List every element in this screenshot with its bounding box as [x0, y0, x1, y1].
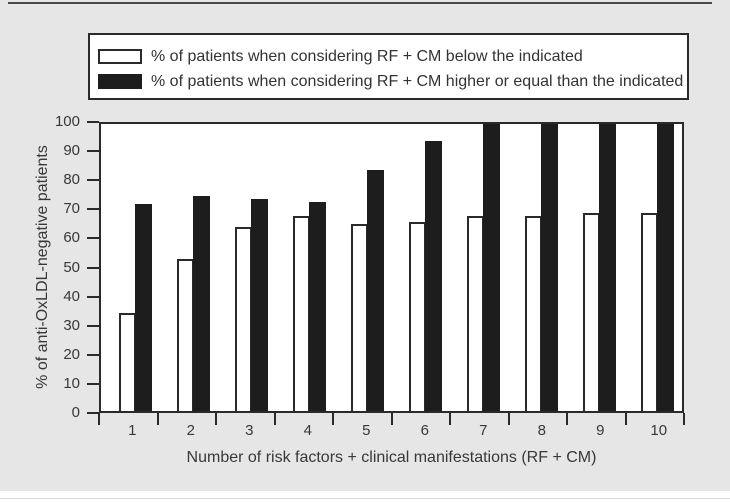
bar-below-10 — [641, 212, 659, 411]
bar-higher-equal-5 — [366, 169, 384, 411]
bar-group-5 — [338, 124, 396, 411]
legend-label: % of patients when considering RF + CM h… — [151, 72, 684, 90]
x-category-label: 1 — [128, 422, 137, 439]
bottom-border-line — [0, 498, 730, 499]
y-tick-label: 80 — [63, 171, 80, 189]
bar-group-10 — [629, 124, 687, 411]
y-tick — [87, 237, 99, 240]
bar-group-1 — [106, 124, 164, 411]
bar-higher-equal-6 — [425, 141, 443, 411]
x-axis-title: Number of risk factors + clinical manife… — [186, 449, 597, 466]
bar-higher-equal-1 — [134, 204, 152, 411]
x-category-label: 3 — [245, 422, 254, 439]
x-category-label: 2 — [186, 422, 195, 439]
bar-below-9 — [583, 212, 601, 411]
legend-swatch-white — [98, 49, 142, 64]
x-tick — [273, 413, 276, 425]
y-tick — [87, 150, 99, 153]
x-tick — [332, 413, 334, 425]
y-tick — [87, 382, 99, 385]
bar-group-3 — [222, 124, 280, 411]
legend-label: % of patients when considering RF + CM b… — [151, 47, 583, 65]
x-tick — [507, 413, 510, 425]
bar-below-5 — [350, 224, 368, 411]
bar-higher-equal-3 — [250, 198, 268, 411]
x-category-label: 5 — [362, 422, 371, 439]
bar-higher-equal-2 — [192, 195, 210, 411]
legend-item-higher-equal: % of patients when considering RF + CM h… — [98, 69, 687, 94]
x-category-label: 7 — [479, 422, 488, 439]
bar-group-7 — [455, 124, 513, 411]
x-category-label: 8 — [537, 422, 546, 439]
y-tick — [87, 412, 99, 414]
y-tick-label: 0 — [71, 404, 80, 421]
top-border-line — [8, 2, 712, 4]
x-tick — [156, 413, 159, 425]
y-tick-label: 10 — [63, 374, 80, 392]
bar-group-8 — [513, 124, 571, 411]
legend-item-below: % of patients when considering RF + CM b… — [98, 44, 687, 69]
x-category-label: 9 — [596, 422, 605, 439]
y-tick-label: 20 — [63, 345, 80, 363]
x-tick — [683, 413, 685, 425]
x-category-labels: 1 2 3 4 5 6 7 8 9 10 — [99, 423, 684, 438]
x-tick — [215, 413, 217, 425]
y-tick-label: 90 — [63, 142, 80, 160]
y-tick-label: 50 — [63, 258, 80, 276]
bar-higher-equal-8 — [541, 124, 559, 411]
y-tick — [87, 179, 99, 182]
x-tick — [449, 413, 451, 425]
bar-group-9 — [571, 124, 629, 411]
y-tick — [87, 295, 99, 298]
y-tick — [87, 266, 99, 269]
y-tick — [87, 208, 99, 211]
x-category-label: 10 — [650, 422, 668, 439]
y-tick-label: 30 — [63, 316, 80, 334]
y-tick — [87, 121, 99, 123]
plot-area — [99, 122, 684, 413]
bar-higher-equal-9 — [599, 124, 617, 411]
bar-group-6 — [396, 124, 454, 411]
x-tick — [624, 413, 627, 425]
bar-group-2 — [164, 124, 222, 411]
bar-below-6 — [409, 221, 427, 411]
x-category-label: 4 — [303, 422, 312, 439]
x-category-label: 6 — [420, 422, 429, 439]
y-tick — [87, 324, 99, 327]
bar-below-3 — [234, 227, 252, 411]
bar-higher-equal-4 — [308, 201, 326, 411]
x-tick — [566, 413, 568, 425]
bar-higher-equal-7 — [483, 124, 501, 411]
x-tick — [390, 413, 393, 425]
bar-below-2 — [176, 258, 194, 411]
y-tick-label: 60 — [63, 229, 80, 247]
bar-below-8 — [525, 215, 543, 411]
y-tick — [87, 353, 99, 356]
y-tick-label: 70 — [63, 200, 80, 218]
y-tick-label: 40 — [63, 287, 80, 305]
y-tick-label: 100 — [54, 113, 80, 130]
legend-swatch-black — [98, 74, 142, 89]
bar-group-4 — [280, 124, 338, 411]
chart-legend: % of patients when considering RF + CM b… — [88, 33, 689, 100]
bar-higher-equal-10 — [657, 124, 675, 411]
x-tick — [98, 413, 100, 425]
bar-below-4 — [292, 215, 310, 411]
bar-below-7 — [467, 215, 485, 411]
bar-below-1 — [118, 313, 136, 411]
